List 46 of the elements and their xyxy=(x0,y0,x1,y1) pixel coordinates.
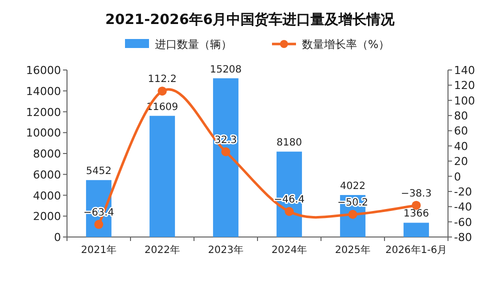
data-label: 8180 xyxy=(276,138,302,149)
x-tick-label: 2026年1-6月 xyxy=(385,244,448,256)
y2-tick-label: 80 xyxy=(454,110,468,123)
y2-tick-label: 40 xyxy=(454,140,468,153)
legend-label: 进口数量（辆） xyxy=(155,38,232,51)
y-tick-label: 16000 xyxy=(26,64,61,77)
y2-tick-label: -40 xyxy=(454,200,472,214)
y2-tick-label: 60 xyxy=(454,124,468,138)
chart-title: 2021-2026年6月中国货车进口量及增长情况 xyxy=(105,11,396,28)
data-label: −38.3 xyxy=(400,188,432,200)
point xyxy=(94,220,104,229)
y2-tick-label: 20 xyxy=(454,155,468,168)
y2-tick-label: 100 xyxy=(454,94,475,108)
legend-label: 数量增长率（%） xyxy=(302,38,390,51)
y2-tick-label: 120 xyxy=(454,79,475,92)
y2-tick-label: -80 xyxy=(454,231,472,244)
data-label: 1366 xyxy=(404,208,429,220)
data-label: 112.2 xyxy=(148,74,177,86)
y-tick-label: 6000 xyxy=(33,168,61,182)
data-label: 15208 xyxy=(210,64,242,76)
y-tick-label: 0 xyxy=(54,231,61,244)
data-label: 4022 xyxy=(340,181,366,192)
point xyxy=(348,210,358,219)
y2-tick-label: -20 xyxy=(454,185,472,198)
bar xyxy=(276,152,302,237)
x-tick-label: 2024年 xyxy=(272,244,307,256)
bar xyxy=(404,222,429,237)
y-tick-label: 10000 xyxy=(26,126,61,140)
y-tick-label: 4000 xyxy=(33,189,61,202)
y-tick-label: 12000 xyxy=(26,106,61,119)
y-tick-label: 8000 xyxy=(33,148,61,160)
y2-tick-label: 140 xyxy=(454,64,475,77)
point xyxy=(158,86,167,96)
y2-tick-label: -60 xyxy=(454,216,472,229)
y-tick-label: 2000 xyxy=(33,210,61,224)
x-tick-label: 2022年 xyxy=(144,244,180,256)
x-tick-label: 2025年 xyxy=(335,244,370,256)
data-label: 5452 xyxy=(86,166,112,178)
bar xyxy=(213,78,238,237)
y-tick-label: 14000 xyxy=(26,84,61,98)
bar xyxy=(150,116,175,237)
y2-tick-label: 0 xyxy=(454,170,461,184)
x-tick-label: 2021年 xyxy=(81,244,116,256)
x-tick-label: 2023年 xyxy=(208,244,244,256)
point xyxy=(221,147,230,156)
point xyxy=(284,206,294,216)
